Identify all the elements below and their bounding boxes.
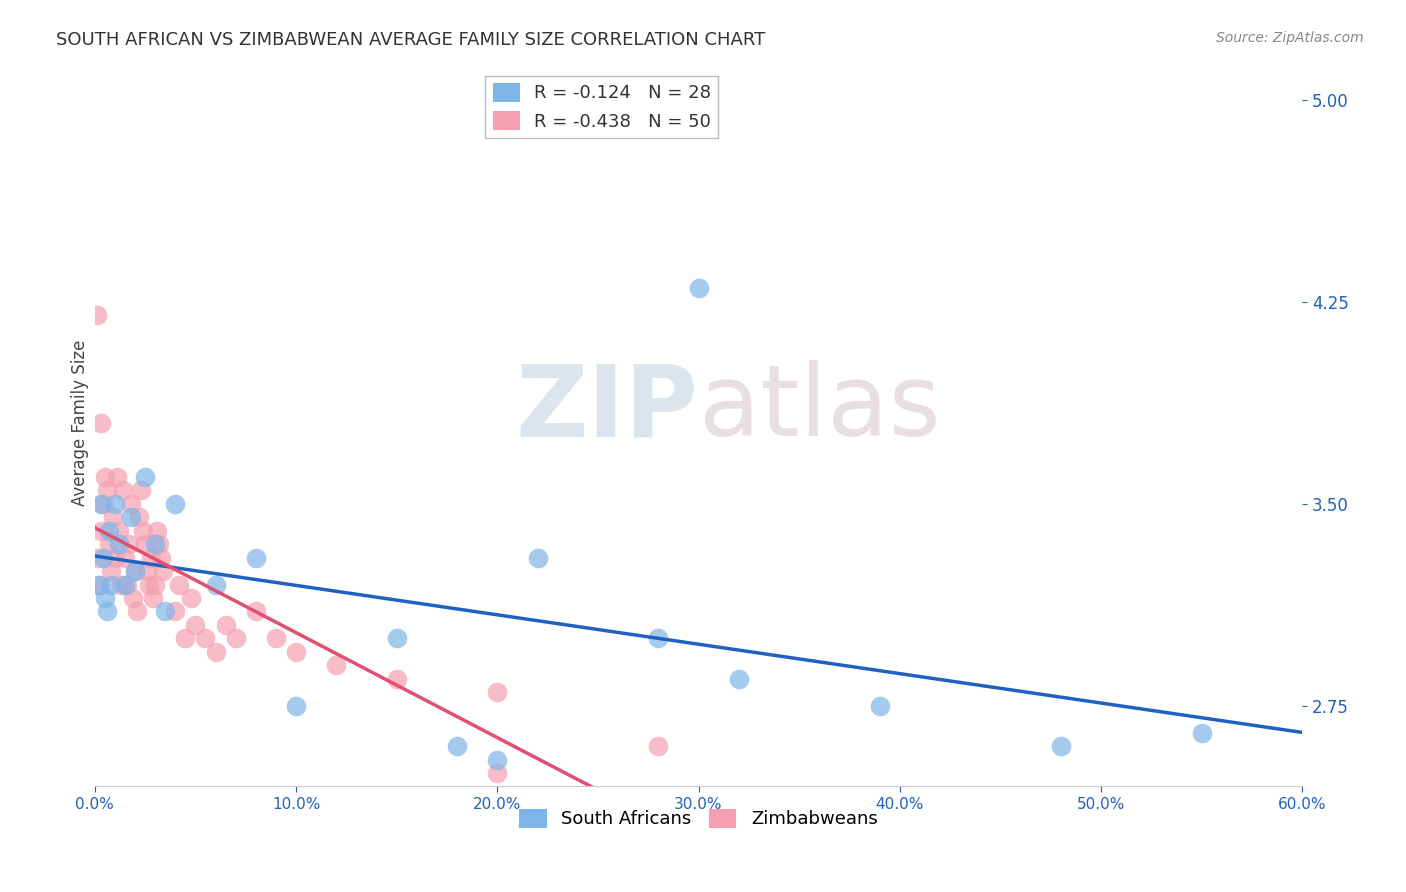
Point xyxy=(174,632,197,646)
Point xyxy=(165,497,187,511)
Text: SOUTH AFRICAN VS ZIMBABWEAN AVERAGE FAMILY SIZE CORRELATION CHART: SOUTH AFRICAN VS ZIMBABWEAN AVERAGE FAMI… xyxy=(56,31,765,49)
Point xyxy=(120,510,142,524)
Point xyxy=(87,577,110,591)
Point xyxy=(446,739,468,753)
Point xyxy=(727,672,749,686)
Point xyxy=(120,497,142,511)
Point xyxy=(194,632,217,646)
Point xyxy=(90,524,112,538)
Point xyxy=(96,605,118,619)
Point xyxy=(385,672,408,686)
Point xyxy=(94,470,117,484)
Point xyxy=(86,309,108,323)
Point xyxy=(138,577,160,591)
Point xyxy=(101,510,124,524)
Point xyxy=(184,618,207,632)
Point xyxy=(385,632,408,646)
Point xyxy=(108,537,131,551)
Point xyxy=(100,564,122,578)
Point xyxy=(114,577,136,591)
Point xyxy=(90,416,112,430)
Text: ZIP: ZIP xyxy=(516,360,699,457)
Text: Source: ZipAtlas.com: Source: ZipAtlas.com xyxy=(1216,31,1364,45)
Point xyxy=(143,537,166,551)
Point xyxy=(91,550,114,565)
Point xyxy=(869,698,891,713)
Point xyxy=(486,766,509,780)
Point xyxy=(486,753,509,767)
Point xyxy=(150,550,173,565)
Point xyxy=(526,550,548,565)
Point xyxy=(114,550,136,565)
Point xyxy=(125,605,148,619)
Point xyxy=(122,591,145,605)
Point xyxy=(165,605,187,619)
Point xyxy=(285,698,308,713)
Point xyxy=(136,564,159,578)
Point xyxy=(118,537,141,551)
Point xyxy=(132,524,155,538)
Point xyxy=(134,537,156,551)
Point xyxy=(647,632,669,646)
Point xyxy=(264,632,287,646)
Point xyxy=(104,550,127,565)
Point xyxy=(94,591,117,605)
Point xyxy=(90,497,112,511)
Point xyxy=(1191,725,1213,739)
Point xyxy=(97,537,120,551)
Point xyxy=(245,605,267,619)
Point xyxy=(214,618,236,632)
Point xyxy=(104,497,127,511)
Point xyxy=(91,497,114,511)
Point xyxy=(1049,739,1071,753)
Point xyxy=(86,550,108,565)
Point xyxy=(180,591,202,605)
Point xyxy=(87,577,110,591)
Point xyxy=(110,577,132,591)
Point xyxy=(152,564,174,578)
Point xyxy=(285,645,308,659)
Point xyxy=(146,524,169,538)
Point xyxy=(139,550,162,565)
Point xyxy=(129,483,152,498)
Point xyxy=(111,483,134,498)
Point xyxy=(134,470,156,484)
Point xyxy=(142,591,165,605)
Point xyxy=(486,685,509,699)
Text: atlas: atlas xyxy=(699,360,941,457)
Point xyxy=(325,658,347,673)
Point xyxy=(225,632,247,646)
Point xyxy=(204,645,226,659)
Point xyxy=(647,739,669,753)
Point xyxy=(155,605,177,619)
Point xyxy=(143,577,166,591)
Point xyxy=(108,524,131,538)
Legend: South Africans, Zimbabweans: South Africans, Zimbabweans xyxy=(512,802,884,836)
Point xyxy=(204,577,226,591)
Point xyxy=(105,470,128,484)
Point xyxy=(148,537,170,551)
Point xyxy=(124,564,146,578)
Point xyxy=(100,577,122,591)
Point xyxy=(128,510,150,524)
Point xyxy=(688,281,710,295)
Y-axis label: Average Family Size: Average Family Size xyxy=(72,340,89,507)
Point xyxy=(97,524,120,538)
Point xyxy=(96,483,118,498)
Point xyxy=(169,577,191,591)
Point xyxy=(115,577,138,591)
Point xyxy=(124,564,146,578)
Point xyxy=(245,550,267,565)
